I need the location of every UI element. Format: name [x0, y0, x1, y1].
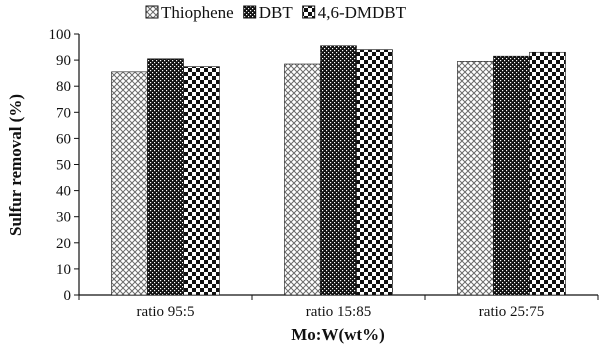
bar-4-6-dmdbt: [529, 51, 566, 296]
x-axis-title: Mo:W(wt%): [291, 325, 384, 344]
bar-4-6-dmdbt: [183, 66, 220, 296]
y-tick-label: 40: [56, 184, 71, 200]
x-tick-label: ratio 25:75: [479, 304, 544, 320]
legend-swatch-thiophene: [145, 5, 159, 19]
legend-label-4-6-dmdbt: 4,6-DMDBT: [318, 3, 407, 22]
y-tick-label: 90: [56, 53, 71, 69]
bars: [111, 45, 566, 296]
bar-thiophene: [284, 63, 321, 296]
y-tick-label: 80: [56, 79, 71, 95]
legend-swatch-dbt: [243, 5, 257, 19]
bar-4-6-dmdbt: [356, 49, 393, 296]
y-tick-label: 30: [56, 210, 71, 226]
x-tick-label: ratio 95:5: [137, 304, 195, 320]
x-axis: ratio 95:5 ratio 15:85 ratio 25:75: [78, 294, 599, 320]
y-tick-label: 20: [56, 236, 71, 252]
bar-dbt: [147, 58, 184, 296]
bar-thiophene: [457, 61, 494, 296]
y-tick-label: 0: [64, 288, 72, 304]
y-tick-label: 60: [56, 131, 71, 147]
bar-dbt: [320, 45, 357, 296]
x-tick-label: ratio 15:85: [306, 304, 371, 320]
y-tick-label: 10: [56, 262, 71, 278]
y-axis: 0 10 20 30 40 50 60 70 80 90 100: [49, 27, 80, 304]
y-axis-title: Sulfur removal (%): [6, 94, 25, 236]
legend: Thiophene DBT 4,6-DMDBT: [145, 3, 407, 22]
bar-thiophene: [111, 71, 148, 296]
legend-label-thiophene: Thiophene: [161, 3, 234, 22]
legend-swatch-4-6-dmdbt: [302, 5, 316, 19]
y-tick-label: 50: [56, 158, 71, 174]
bar-dbt: [493, 55, 530, 296]
y-tick-label: 100: [49, 27, 72, 43]
y-tick-label: 70: [56, 105, 71, 121]
legend-label-dbt: DBT: [259, 3, 294, 22]
